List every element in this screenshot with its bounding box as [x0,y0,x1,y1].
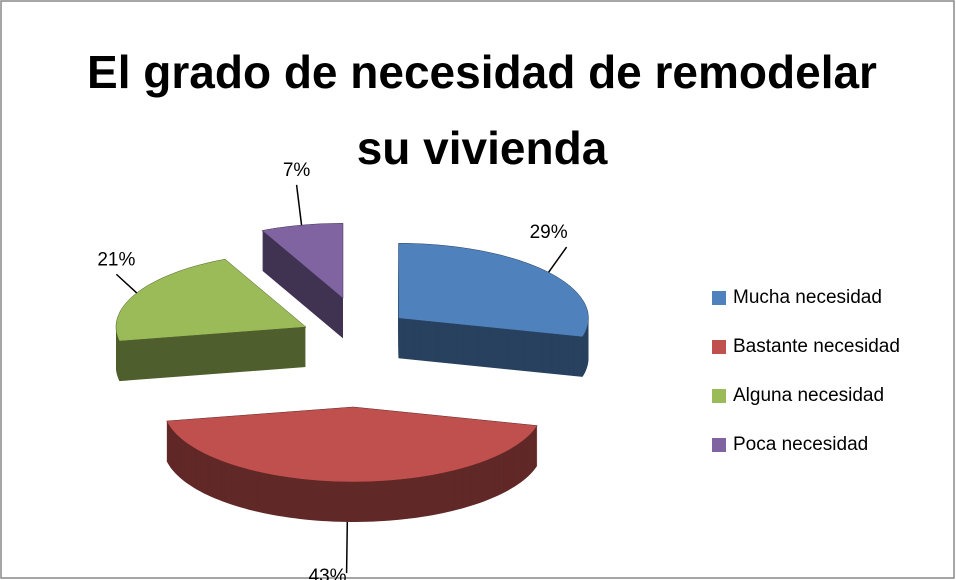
legend-label: Alguna necesidad [733,385,884,406]
leader-line [115,273,138,294]
legend-label: Poca necesidad [733,434,868,455]
slice [398,243,589,338]
slice [115,258,307,342]
legend-swatch [712,389,726,403]
data-label: 21% [97,249,135,270]
legend-label: Bastante necesidad [733,336,900,357]
leader-line [295,184,303,226]
legend-swatch [712,438,726,452]
legend-swatch [712,291,726,305]
chart-title: El grado de necesidad de remodelar [87,46,877,98]
leader-line [345,521,349,574]
slice-side [262,224,344,339]
chart-title: su vivienda [357,122,608,174]
slice [261,223,344,299]
data-label: 7% [283,160,311,181]
data-label: 29% [530,222,568,243]
legend-swatch [712,340,726,354]
data-label: 43% [309,566,347,580]
leader-line [547,246,568,273]
slice [166,406,538,483]
legend-label: Mucha necesidad [733,287,882,308]
